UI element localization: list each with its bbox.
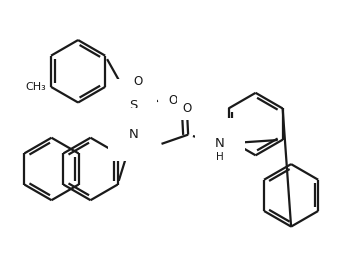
Text: F: F xyxy=(121,137,129,150)
Text: CH₃: CH₃ xyxy=(25,82,46,92)
Text: O: O xyxy=(134,75,143,88)
Text: N: N xyxy=(128,128,138,141)
Text: O: O xyxy=(182,102,192,115)
Text: O: O xyxy=(168,94,177,107)
Text: N: N xyxy=(215,137,225,150)
Text: S: S xyxy=(129,99,137,112)
Text: H: H xyxy=(216,152,224,162)
